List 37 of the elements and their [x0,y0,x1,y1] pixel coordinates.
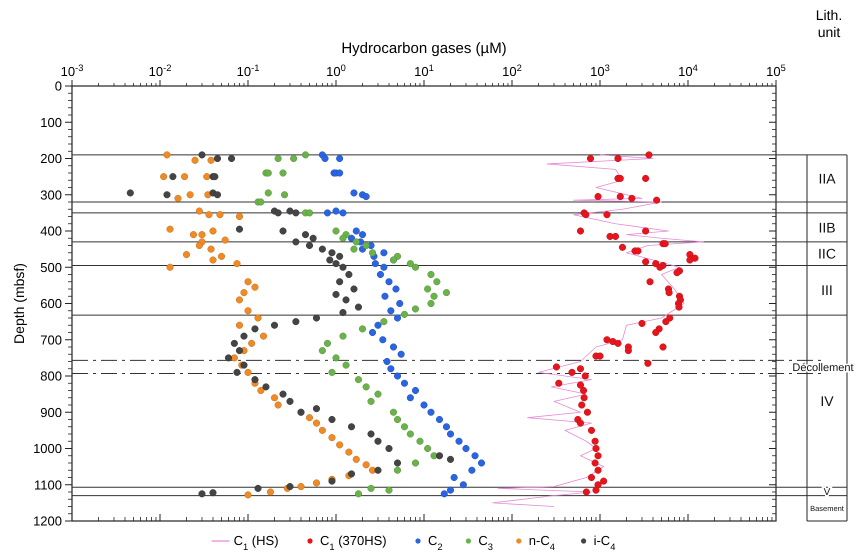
y-tick-label: 900 [40,404,62,420]
x-tick-label: 10$^{4}$ [678,63,698,79]
text: IV [820,393,834,410]
x-tick-label: 10$^{3}$ [590,63,610,79]
text: V [824,486,831,498]
legend-label: C$_{1}$ (370HS) [320,533,387,552]
y-tick-label: 800 [40,368,62,384]
x-tick-label: 10$^{-1}$ [236,63,260,79]
y-tick-label: 500 [40,260,62,275]
text: Lith. unit [816,7,842,40]
legend-label: i-C$_{4}$ [594,533,616,552]
y-tick-label: 200 [40,151,62,166]
x-tick-label: 10$^{5}$ [766,63,786,79]
y-axis-title: Depth (mbsf) [11,263,27,344]
legend-label: C$_{3}$ [478,533,493,552]
y-tick-label: 1100 [34,477,62,492]
y-tick-label: 700 [40,332,62,348]
x-tick-label: 10$^{-3}$ [60,63,84,79]
legend-label: C$_{1}$ (HS) [234,533,279,552]
x-tick-label: 10$^{2}$ [502,63,522,79]
text: IIC [818,246,836,262]
text: IIB [818,219,836,236]
text: III [821,282,833,298]
x-tick-label: 10$^{0}$ [326,63,346,79]
y-tick-label: 1200 [33,514,62,529]
y-tick-label: 600 [40,296,62,312]
x-tick-label: 10$^{-2}$ [148,63,172,79]
y-tick-label: 400 [40,224,62,239]
x-axis-title: Hydrocarbon gases (µM) [341,40,507,57]
text: IIA [818,170,836,186]
y-tick-label: 0 [54,78,62,94]
legend-label: n-C$_{4}$ [528,533,555,552]
y-tick-label: 1000 [33,441,62,456]
legend-label: C$_{2}$ [428,533,443,552]
x-tick-label: 10$^{1}$ [414,63,434,79]
y-tick-label: 100 [40,114,62,130]
y-tick-label: 300 [40,187,62,202]
